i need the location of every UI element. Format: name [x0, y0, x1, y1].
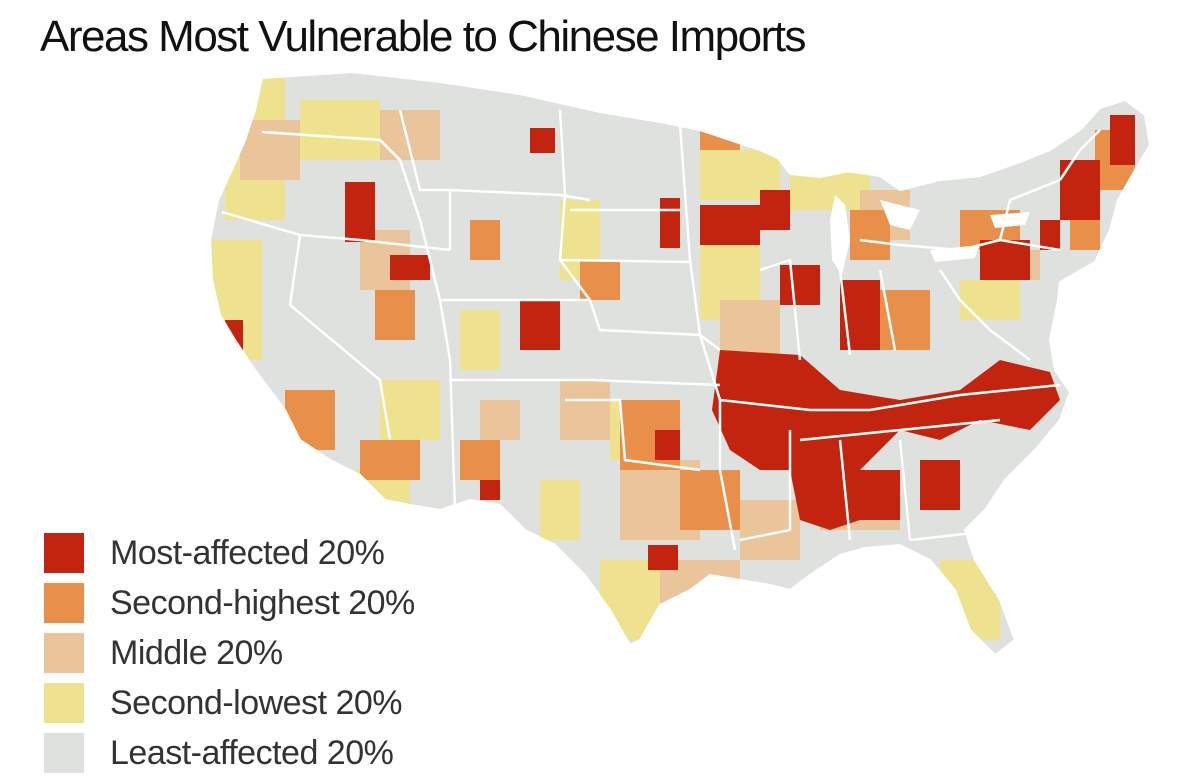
legend-label-second-lowest: Second-lowest 20% [110, 683, 403, 722]
legend-swatch-most-affected [44, 533, 84, 573]
legend-swatch-second-lowest [44, 683, 84, 723]
legend-swatch-second-highest [44, 583, 84, 623]
legend-label-most-affected: Most-affected 20% [110, 533, 385, 572]
legend-item-middle: Middle 20% [44, 628, 415, 678]
legend-item-second-highest: Second-highest 20% [44, 578, 415, 628]
chart-title: Areas Most Vulnerable to Chinese Imports [40, 12, 806, 61]
legend-swatch-middle [44, 633, 84, 673]
great-lakes [770, 150, 1030, 275]
legend-label-least-affected: Least-affected 20% [110, 733, 394, 772]
legend: Most-affected 20% Second-highest 20% Mid… [44, 528, 415, 778]
legend-item-most-affected: Most-affected 20% [44, 528, 415, 578]
legend-item-second-lowest: Second-lowest 20% [44, 678, 415, 728]
legend-item-least-affected: Least-affected 20% [44, 728, 415, 778]
legend-swatch-least-affected [44, 733, 84, 773]
state-borders [221, 109, 1101, 551]
legend-label-middle: Middle 20% [110, 633, 283, 672]
legend-label-second-highest: Second-highest 20% [110, 583, 415, 622]
